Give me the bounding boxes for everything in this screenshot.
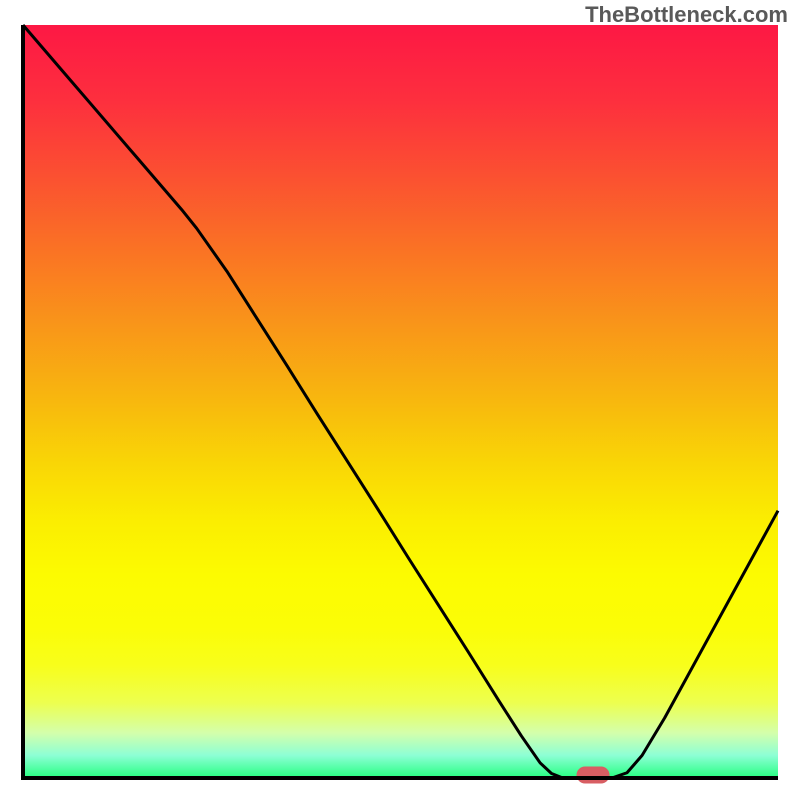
bottleneck-chart [0,0,800,800]
watermark-text: TheBottleneck.com [585,2,788,28]
chart-container: TheBottleneck.com [0,0,800,800]
optimal-marker [577,767,609,783]
gradient-background [23,25,778,778]
